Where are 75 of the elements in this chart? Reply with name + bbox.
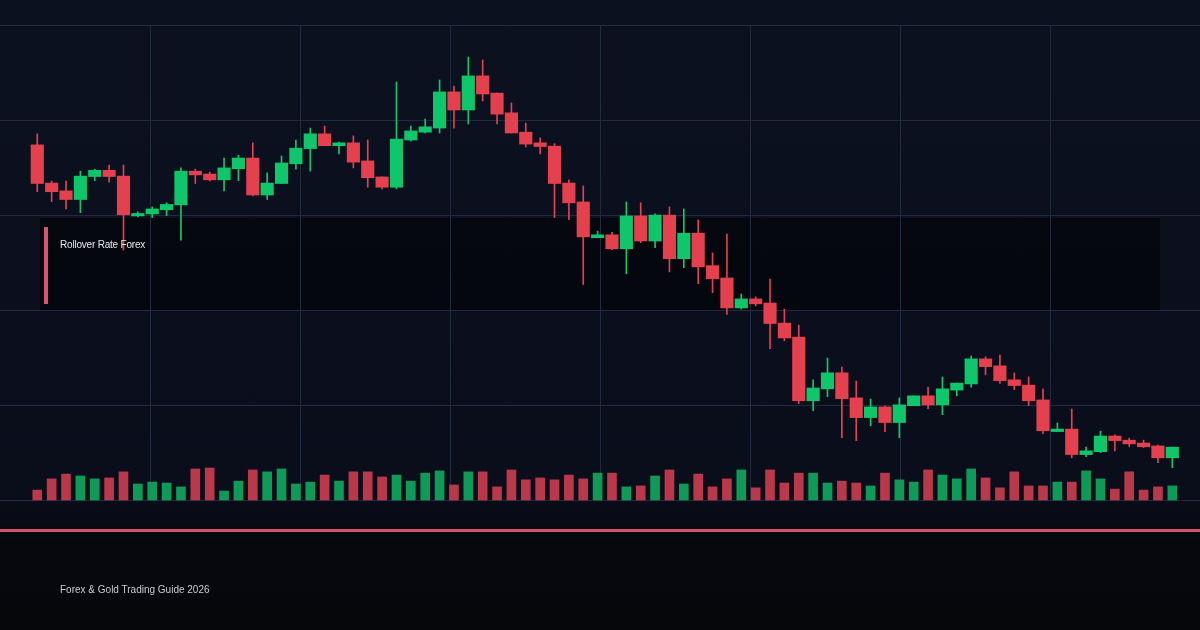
bar [463, 471, 474, 501]
bar [1081, 470, 1091, 501]
bar [32, 489, 43, 501]
bar [204, 467, 215, 501]
bar [420, 472, 431, 501]
bar [1153, 486, 1163, 501]
bar [118, 471, 129, 501]
bar [334, 480, 344, 501]
bar [75, 475, 86, 501]
bar [133, 483, 143, 501]
bar [880, 472, 890, 501]
bar [592, 472, 603, 501]
bar [176, 486, 186, 501]
bar [391, 474, 402, 501]
bar [247, 469, 258, 501]
bar [1124, 471, 1135, 501]
bar [808, 472, 818, 501]
bar [319, 474, 330, 501]
bar [1167, 485, 1178, 501]
bar [966, 468, 976, 501]
bar [894, 479, 905, 501]
bar [837, 480, 847, 501]
bar [348, 471, 359, 501]
bar [635, 485, 646, 501]
bar [578, 478, 589, 501]
bar [506, 469, 517, 501]
bar [147, 481, 158, 501]
bar [1009, 471, 1020, 501]
bar [980, 477, 991, 501]
bar [262, 471, 272, 501]
bar [650, 475, 660, 501]
bar [535, 477, 545, 501]
bar [908, 481, 919, 501]
bar [1052, 481, 1063, 501]
bar [406, 480, 416, 501]
bar [46, 478, 57, 501]
bar [951, 478, 962, 501]
bar [219, 490, 229, 501]
bar [276, 468, 287, 501]
bar [434, 470, 445, 501]
bar [492, 486, 502, 501]
bar [765, 469, 775, 501]
bar [449, 484, 459, 501]
bar [693, 473, 704, 501]
bar [1038, 485, 1048, 501]
text: Forex & Gold Trading Guide 2026 [60, 584, 210, 596]
bar [549, 479, 560, 501]
bar [564, 474, 574, 501]
bar [362, 471, 373, 501]
bar [477, 471, 488, 501]
bar [851, 482, 862, 501]
bar [291, 483, 301, 501]
bar [104, 477, 114, 501]
bar [1110, 488, 1120, 501]
bar [377, 476, 387, 501]
bar [607, 472, 617, 501]
bar [793, 472, 804, 501]
bar [1095, 478, 1106, 501]
bar [305, 481, 316, 501]
bar [520, 479, 531, 501]
bar [736, 469, 747, 501]
bar [923, 469, 933, 501]
bar [937, 474, 948, 501]
bar [233, 480, 244, 501]
bar [995, 487, 1005, 501]
bar [822, 482, 833, 501]
bar [678, 483, 689, 501]
bar [664, 469, 675, 501]
bar [1066, 481, 1077, 501]
bar [779, 482, 790, 501]
bar [61, 473, 71, 501]
bar [89, 478, 100, 501]
bar [722, 478, 732, 501]
bar [161, 482, 172, 501]
bar [190, 468, 201, 501]
